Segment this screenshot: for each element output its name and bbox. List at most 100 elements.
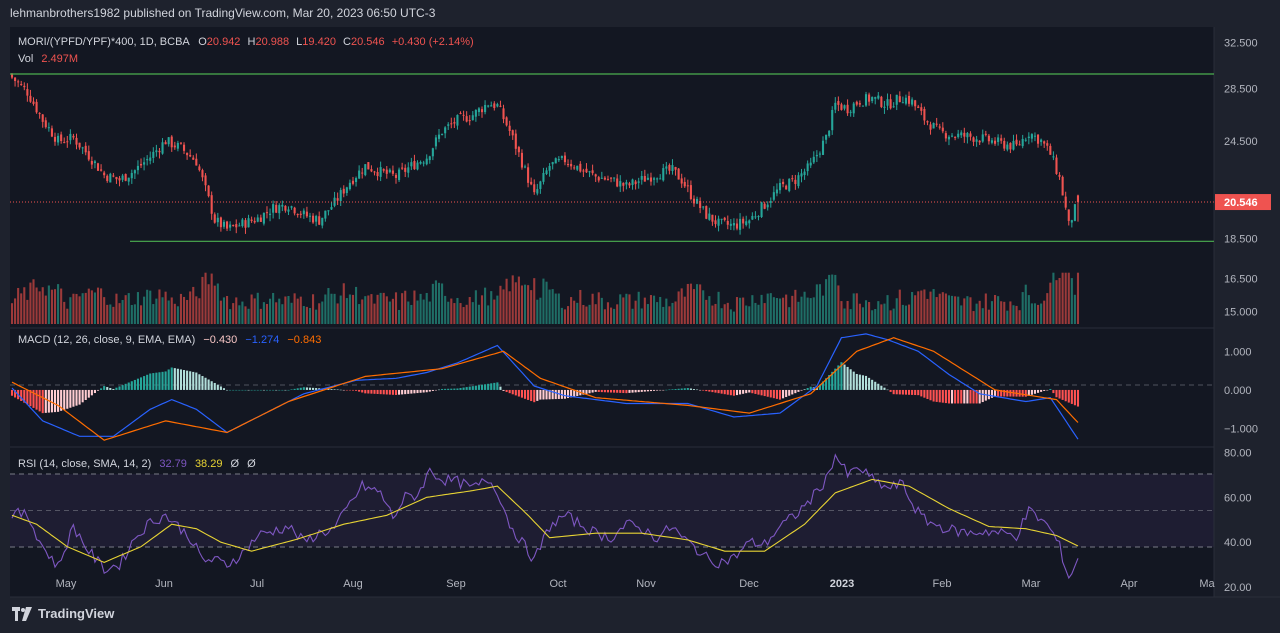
macd-histogram-bar <box>944 389 947 404</box>
volume-bar <box>742 297 745 324</box>
macd-histogram-bar <box>545 389 548 400</box>
candle-body <box>696 198 699 204</box>
volume-bar <box>855 293 858 324</box>
macd-histogram-bar <box>609 389 613 393</box>
macd-histogram-bar <box>465 387 468 390</box>
trendlines <box>10 73 1214 242</box>
macd-histogram-bar <box>364 389 367 394</box>
macd-histogram-bar <box>456 388 459 390</box>
macd-histogram-bar <box>570 389 573 398</box>
candle-body <box>643 175 646 182</box>
macd-histogram-bar <box>1033 389 1037 394</box>
volume-bar <box>290 302 293 324</box>
volume-bar <box>570 297 573 324</box>
volume-bar <box>1015 305 1018 324</box>
macd-histogram-bar <box>511 389 514 395</box>
volume-bar <box>1064 272 1067 324</box>
candle-body <box>14 77 17 82</box>
volume-bar <box>705 299 708 324</box>
volume-bar <box>96 287 100 324</box>
candle-body <box>450 123 453 125</box>
volume-legend: Vol 2.497M <box>18 53 78 65</box>
volume-bar <box>735 297 739 324</box>
macd-tick-label: 1.000 <box>1224 346 1252 358</box>
candle-body <box>275 204 278 213</box>
macd-histogram-bar <box>520 389 524 398</box>
macd-histogram-bar <box>490 383 493 390</box>
candle-body <box>828 130 831 136</box>
volume-bar <box>527 285 530 324</box>
macd-histogram-bar <box>330 389 333 390</box>
candle-body <box>505 117 508 126</box>
macd-histogram-bar <box>293 388 296 390</box>
macd-histogram-bar <box>192 371 195 390</box>
candle-body <box>625 182 628 185</box>
candle-body <box>345 187 348 193</box>
candle-body <box>511 130 514 136</box>
volume-bar <box>1033 303 1037 324</box>
macd-histogram-bar <box>441 388 444 390</box>
macd-histogram-bar <box>1073 389 1076 406</box>
macd-histogram-bar <box>886 389 889 391</box>
candle-body <box>788 178 791 191</box>
macd-histogram-bar <box>662 389 665 391</box>
volume-bar <box>78 296 81 324</box>
macd-histogram-bar <box>582 389 585 395</box>
volume-bar <box>10 303 14 324</box>
volume-bar <box>643 297 646 324</box>
candle-body <box>689 185 692 200</box>
volume-bar <box>115 293 118 324</box>
macd-histogram-bar <box>20 389 23 401</box>
volume-bar <box>370 294 373 324</box>
macd-histogram-bar <box>1027 389 1030 396</box>
macd-histogram-bar <box>287 389 290 391</box>
macd-histogram-bar <box>96 389 100 391</box>
candle-body <box>858 103 861 105</box>
candle-body <box>864 94 868 106</box>
candle-body <box>640 175 643 180</box>
rsi-legend: RSI (14, close, SMA, 14, 2) 32.79 38.29 … <box>18 458 256 470</box>
volume-bar <box>809 298 812 324</box>
macd-histogram-bar <box>235 389 238 391</box>
macd-histogram-bar <box>53 389 57 413</box>
volume-bar <box>149 290 152 324</box>
macd-histogram-bar <box>566 389 570 399</box>
candle-body <box>1049 145 1052 155</box>
candle-body <box>665 166 668 169</box>
volume-bar <box>843 308 846 324</box>
macd-histogram-bar <box>462 387 465 390</box>
volume-bar <box>1058 277 1061 324</box>
macd-histogram-bar <box>75 389 78 406</box>
legend-low: 19.420 <box>302 36 336 48</box>
volume-bar <box>821 295 825 324</box>
volume-bar <box>456 297 459 324</box>
candle-body <box>47 127 50 129</box>
footer-brand[interactable]: TradingView <box>12 606 114 621</box>
macd-histogram-bar <box>370 389 373 394</box>
volume-bar <box>278 298 281 324</box>
candle-body <box>502 108 505 120</box>
candle-body <box>861 105 864 107</box>
candle-body <box>563 155 567 163</box>
macd-histogram-bar <box>164 371 167 390</box>
macd-histogram-bar <box>1064 389 1067 402</box>
volume-bar <box>124 295 127 324</box>
volume-bar <box>155 298 158 324</box>
volume-bar <box>158 289 161 324</box>
candle-body <box>846 104 849 114</box>
macd-histogram-bar <box>468 386 471 390</box>
candle-body <box>444 127 447 134</box>
macd-histogram-bar <box>29 389 32 407</box>
macd-histogram-bar <box>861 375 864 390</box>
volume-bar <box>622 297 625 324</box>
candle-body <box>413 160 416 170</box>
candle-body <box>447 124 450 126</box>
volume-bar <box>696 284 699 324</box>
candle-body <box>573 167 576 169</box>
price-tick-label: 32.500 <box>1224 38 1258 50</box>
price-tick-label: 24.500 <box>1224 136 1258 148</box>
candle-body <box>250 219 253 221</box>
macd-histogram-bar <box>253 389 256 391</box>
volume-bar <box>293 293 296 324</box>
